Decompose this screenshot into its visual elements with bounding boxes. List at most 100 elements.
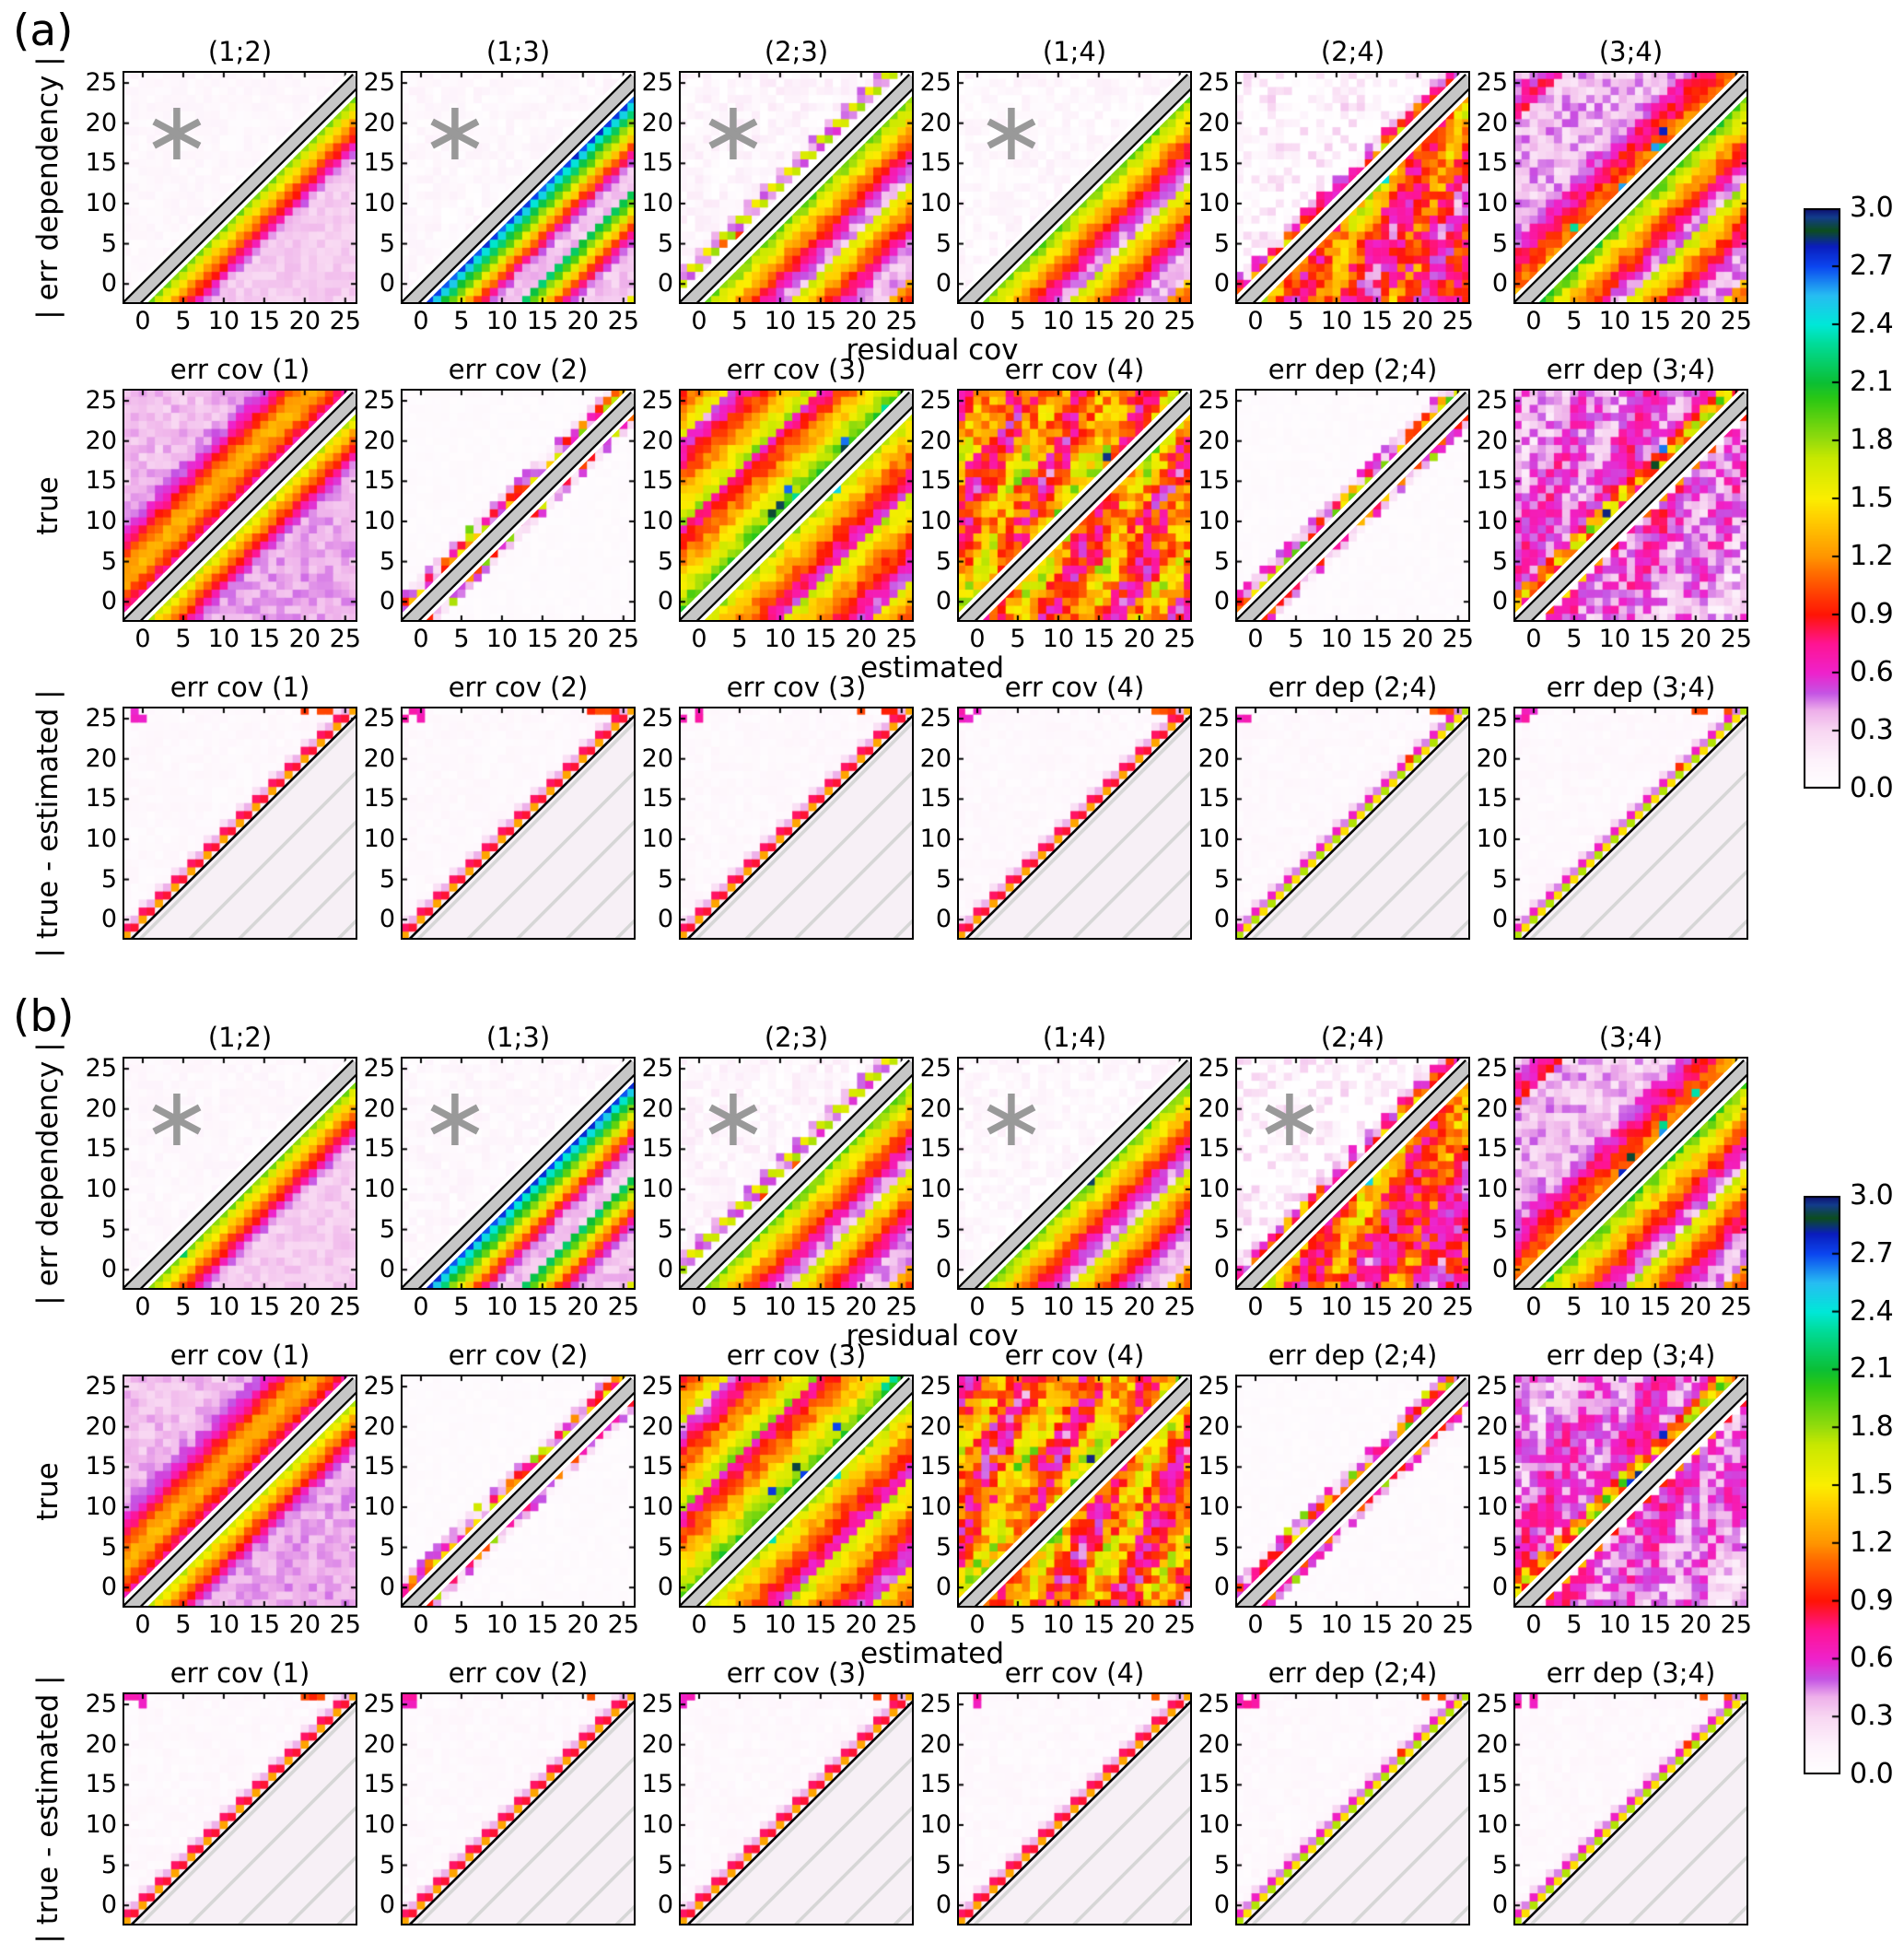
y-tick-label: 25 (1476, 68, 1508, 98)
x-tick-label: 5 (453, 1610, 470, 1639)
y-tick-label: 25 (1197, 704, 1230, 733)
y-tick-label: 0 (100, 905, 117, 934)
diagonal-mask-band (1513, 389, 1748, 622)
y-tick-label: 15 (1476, 1134, 1508, 1164)
x-tick-label: 5 (731, 1293, 748, 1321)
y-tick-label: 10 (85, 188, 117, 217)
asterisk-marker (987, 1094, 1036, 1146)
x-tick-label: 5 (1010, 307, 1026, 335)
subplot-title: err cov (2) (448, 1657, 589, 1689)
y-tick-label: 10 (1476, 1492, 1508, 1521)
x-tick-label: 5 (453, 307, 470, 335)
y-tick-label: 0 (379, 1890, 395, 1920)
y-tick-label: 10 (641, 188, 673, 217)
x-tick-label: 5 (1288, 625, 1304, 653)
y-tick-label: 15 (641, 1134, 673, 1164)
y-tick-label: 0 (100, 587, 117, 616)
y-tick-label: 0 (935, 269, 952, 298)
subplot-title: err dep (2;4) (1267, 354, 1438, 385)
row-ylabel: | err dependency | (31, 55, 64, 320)
x-tick-label: 25 (1163, 1610, 1196, 1639)
subplot-title: err dep (2;4) (1267, 1340, 1438, 1371)
x-tick-label: 15 (1082, 1293, 1116, 1321)
x-tick-label: 20 (845, 1293, 878, 1321)
y-tick-label: 5 (657, 1850, 673, 1879)
diagonal-mask-band (123, 71, 357, 304)
x-tick-label: 20 (567, 1610, 600, 1639)
y-tick-label: 10 (919, 1174, 952, 1203)
x-tick-label: 25 (607, 1293, 639, 1321)
x-tick-label: 5 (1288, 1610, 1304, 1639)
y-tick-label: 10 (1476, 824, 1508, 853)
y-tick-label: 25 (919, 1054, 952, 1083)
x-tick-label: 20 (1679, 1610, 1712, 1639)
y-tick-label: 20 (919, 426, 952, 455)
asterisk-marker (430, 1094, 480, 1146)
x-tick-label: 20 (845, 625, 878, 653)
x-tick-label: 25 (1720, 307, 1752, 335)
colorbar-tick-label: 2.7 (1850, 1236, 1894, 1270)
x-tick-label: 20 (1679, 307, 1712, 335)
x-tick-label: 0 (969, 1293, 986, 1321)
x-tick-label: 25 (885, 1293, 917, 1321)
y-tick-label: 0 (657, 905, 673, 934)
masked-lower-triangle (123, 1699, 357, 1925)
y-tick-label: 15 (919, 1770, 952, 1799)
x-tick-label: 10 (1598, 625, 1631, 653)
subplot-title: err cov (3) (726, 1657, 867, 1689)
colorbar-tick-label: 3.0 (1850, 1179, 1894, 1211)
colorbar-tick-label: 1.8 (1850, 1410, 1894, 1444)
y-tick-label: 15 (1197, 466, 1230, 496)
y-tick-label: 15 (1197, 1134, 1230, 1164)
subplot-title: (2;3) (764, 36, 829, 67)
x-tick-label: 0 (134, 625, 151, 653)
masked-lower-triangle (957, 1699, 1192, 1925)
x-tick-label: 15 (804, 307, 837, 335)
y-tick-label: 25 (1197, 1690, 1230, 1719)
y-tick-label: 0 (379, 905, 395, 934)
x-tick-label: 10 (1042, 1610, 1075, 1639)
x-tick-label: 10 (207, 1293, 240, 1321)
y-tick-label: 0 (1491, 1255, 1508, 1284)
y-tick-label: 15 (363, 148, 395, 178)
x-tick-label: 0 (1247, 1293, 1264, 1321)
x-tick-label: 20 (1123, 1293, 1156, 1321)
y-tick-label: 0 (1213, 1890, 1230, 1920)
y-tick-label: 25 (363, 704, 395, 733)
y-tick-label: 20 (1476, 1094, 1508, 1123)
colorbar-tick-label: 1.2 (1850, 1526, 1894, 1559)
x-tick-label: 25 (1163, 1293, 1196, 1321)
masked-lower-triangle (401, 713, 636, 940)
x-tick-label: 10 (485, 625, 519, 653)
x-tick-label: 25 (1442, 1293, 1474, 1321)
subplot-title: err cov (4) (1004, 1657, 1145, 1689)
x-tick-label: 20 (288, 1610, 321, 1639)
y-tick-label: 20 (919, 743, 952, 773)
diagonal-mask-band (401, 389, 636, 622)
x-tick-label: 10 (1042, 307, 1075, 335)
subplot-title: (3;4) (1598, 1022, 1664, 1053)
y-tick-label: 25 (1476, 1372, 1508, 1401)
y-tick-label: 10 (1197, 188, 1230, 217)
y-tick-label: 0 (379, 587, 395, 616)
y-tick-label: 0 (1213, 1255, 1230, 1284)
x-tick-label: 0 (1525, 1610, 1542, 1639)
y-tick-label: 0 (657, 1255, 673, 1284)
y-tick-label: 25 (363, 386, 395, 416)
diagonal-mask-band (1513, 1375, 1748, 1608)
y-tick-label: 20 (1476, 1729, 1508, 1759)
x-tick-label: 0 (691, 307, 707, 335)
y-tick-label: 10 (1197, 506, 1230, 535)
subplot-title: err cov (1) (169, 1657, 310, 1689)
asterisk-marker (152, 108, 202, 160)
diagonal-mask-band (401, 1375, 636, 1608)
x-tick-label: 0 (413, 307, 429, 335)
x-tick-label: 5 (1566, 625, 1583, 653)
y-tick-label: 25 (363, 68, 395, 98)
y-tick-label: 20 (1197, 1411, 1230, 1441)
y-tick-label: 25 (1197, 386, 1230, 416)
x-tick-label: 0 (134, 1610, 151, 1639)
y-tick-label: 5 (935, 546, 952, 576)
y-tick-label: 5 (935, 1850, 952, 1879)
subplot-title: (2;4) (1320, 1022, 1385, 1053)
